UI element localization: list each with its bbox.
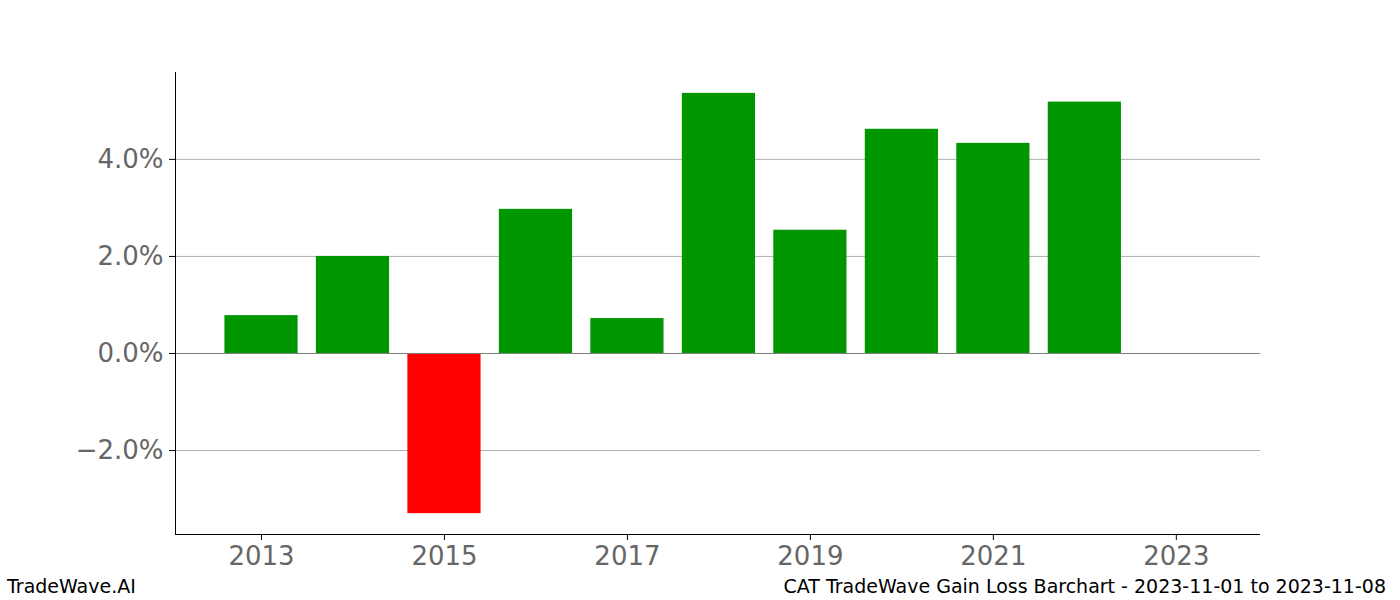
svg-text:0.0%: 0.0% [97,338,163,368]
svg-text:2013: 2013 [228,541,294,565]
svg-text:2019: 2019 [777,541,843,565]
svg-text:−2.0%: −2.0% [76,435,164,465]
svg-text:4.0%: 4.0% [97,144,163,174]
html-text:TradeWave.AI: TradeWave.AI [7,575,136,597]
svg-text:2015: 2015 [411,541,477,565]
svg-text:2017: 2017 [594,541,660,565]
svg-text:2.0%: 2.0% [97,241,163,271]
svg-text:2023: 2023 [1143,541,1209,565]
html-text:CAT TradeWave Gain Loss Barcha: CAT TradeWave Gain Loss Barchart - 2023-… [783,575,1386,597]
svg-text:2021: 2021 [960,541,1026,565]
